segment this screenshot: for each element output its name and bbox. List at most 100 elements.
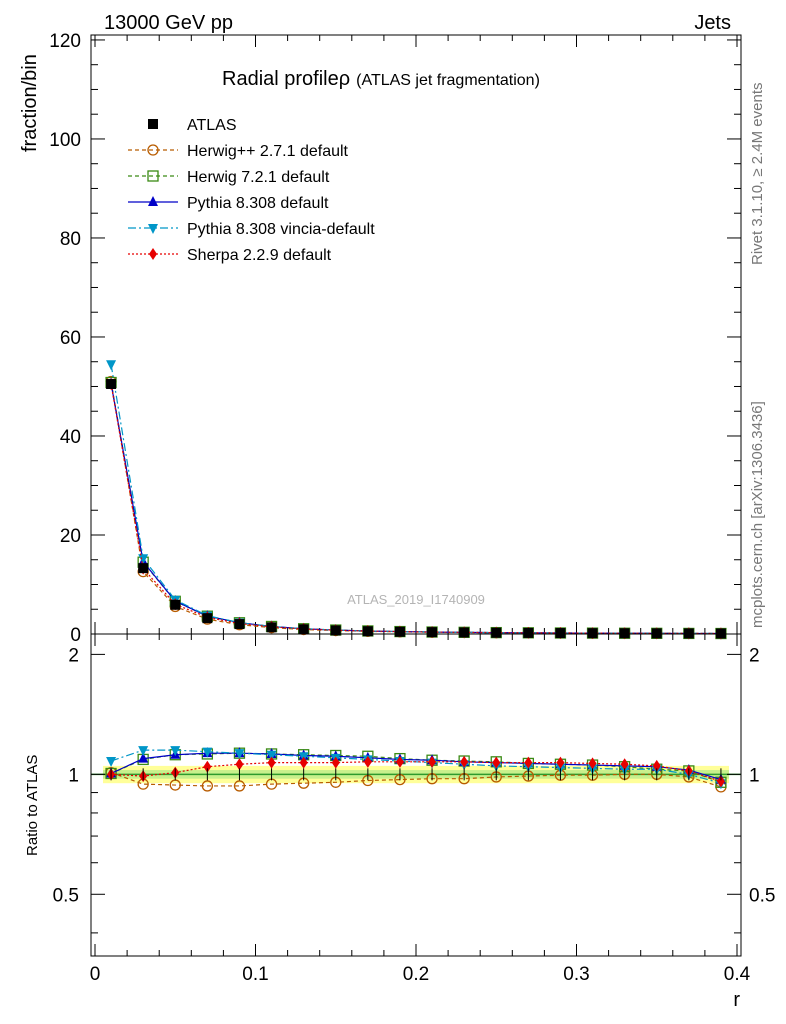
marker-square bbox=[683, 628, 694, 639]
top-y-tick-label: 100 bbox=[49, 130, 81, 151]
marker-square bbox=[587, 628, 598, 639]
marker-diamond bbox=[652, 759, 661, 772]
series-line bbox=[110, 364, 721, 635]
series-pythia-8-308-vincia-default bbox=[106, 360, 726, 790]
legend-label: Sherpa 2.2.9 default bbox=[187, 247, 332, 264]
marker-square bbox=[138, 563, 149, 574]
series-group bbox=[105, 360, 727, 793]
marker-triangle-down bbox=[170, 746, 181, 757]
marker-square bbox=[394, 626, 405, 637]
marker-diamond bbox=[363, 755, 372, 768]
energy-label: 13000 GeV pp bbox=[104, 12, 233, 34]
marker-diamond bbox=[524, 756, 533, 769]
marker-square bbox=[148, 119, 158, 129]
marker-square bbox=[234, 619, 245, 630]
x-tick-label: 0 bbox=[90, 964, 101, 985]
legend-label: Pythia 8.308 vincia-default bbox=[187, 221, 375, 238]
plot-title-main: Radial profile bbox=[222, 68, 339, 90]
marker-diamond bbox=[588, 757, 597, 770]
series-pythia-8-308-default bbox=[106, 377, 726, 784]
x-tick-label: 0.2 bbox=[403, 964, 429, 985]
top-y-tick-label: 120 bbox=[49, 31, 81, 52]
plot-title: Radial profileρ (ATLAS jet fragmentation) bbox=[222, 68, 540, 90]
series-sherpa-2-2-9-default bbox=[107, 378, 725, 788]
legend-entry: Pythia 8.308 vincia-default bbox=[128, 221, 375, 238]
marker-triangle-down bbox=[138, 554, 149, 565]
axes-ticks bbox=[91, 35, 741, 956]
top-y-axis-label: fraction/bin bbox=[19, 54, 41, 152]
analysis-watermark: ATLAS_2019_I1740909 bbox=[347, 592, 485, 607]
marker-diamond bbox=[203, 760, 212, 773]
top-y-tick-label: 0 bbox=[70, 625, 81, 646]
legend-label: Herwig++ 2.7.1 default bbox=[187, 143, 349, 160]
marker-triangle-down bbox=[138, 746, 149, 757]
legend-entry: ATLAS bbox=[148, 117, 237, 134]
marker-diamond bbox=[492, 756, 501, 769]
ratio-line bbox=[110, 752, 722, 781]
marker-diamond bbox=[428, 755, 437, 768]
series-herwig-7-2-1-default bbox=[105, 376, 727, 788]
mcplots-label: mcplots.cern.ch [arXiv:1306.3436] bbox=[749, 401, 766, 628]
marker-square bbox=[106, 379, 117, 390]
process-label: Jets bbox=[694, 12, 731, 34]
legend-label: Pythia 8.308 default bbox=[187, 195, 329, 212]
legend-entry: Herwig++ 2.7.1 default bbox=[128, 143, 349, 160]
top-y-tick-label: 20 bbox=[60, 526, 81, 547]
legend-entry: Pythia 8.308 default bbox=[128, 195, 329, 212]
marker-triangle-up bbox=[138, 752, 149, 763]
marker-square bbox=[427, 627, 438, 638]
marker-circle-open bbox=[233, 780, 246, 792]
marker-square bbox=[298, 624, 309, 635]
top-y-tick-label: 40 bbox=[60, 427, 81, 448]
ratio-uncertainty-band bbox=[91, 765, 741, 784]
x-tick-label: 0.4 bbox=[724, 964, 751, 985]
marker-diamond bbox=[149, 248, 157, 260]
plot-title-symbol: ρ bbox=[339, 68, 350, 90]
marker-diamond bbox=[556, 756, 565, 769]
marker-square bbox=[523, 627, 534, 638]
legend-entry: Herwig 7.2.1 default bbox=[128, 169, 330, 186]
marker-diamond bbox=[299, 756, 308, 769]
marker-square bbox=[459, 627, 470, 638]
legend-label: ATLAS bbox=[187, 117, 237, 134]
marker-square bbox=[651, 628, 662, 639]
marker-square bbox=[715, 628, 726, 639]
marker-diamond bbox=[331, 756, 340, 769]
marker-square-open bbox=[147, 170, 159, 182]
legend-entry: Sherpa 2.2.9 default bbox=[128, 247, 332, 264]
marker-diamond bbox=[460, 755, 469, 768]
marker-triangle-down bbox=[202, 747, 213, 758]
marker-square bbox=[362, 626, 373, 637]
marker-square bbox=[619, 628, 630, 639]
marker-square bbox=[491, 627, 502, 638]
marker-square bbox=[170, 599, 181, 610]
legend-label: Herwig 7.2.1 default bbox=[187, 169, 330, 186]
marker-diamond bbox=[620, 758, 629, 771]
top-y-tick-label: 80 bbox=[60, 229, 81, 250]
x-tick-label: 0.3 bbox=[563, 964, 589, 985]
marker-circle-open bbox=[147, 144, 159, 156]
marker-square bbox=[266, 622, 277, 633]
ratio-y-axis-label: Ratio to ATLAS bbox=[24, 755, 41, 856]
top-y-tick-label: 60 bbox=[60, 328, 81, 349]
marker-triangle-down bbox=[234, 749, 245, 760]
marker-square bbox=[330, 625, 341, 636]
marker-square bbox=[555, 628, 566, 639]
ratio-y-tick-label-right: 1 bbox=[749, 765, 760, 786]
ratio-y-tick-label-right: 0.5 bbox=[749, 885, 775, 906]
x-tick-label: 0.1 bbox=[242, 964, 268, 985]
ratio-y-tick-label-right: 2 bbox=[749, 645, 760, 666]
ratio-line bbox=[111, 761, 722, 782]
series-herwig-2-7-1-default bbox=[105, 375, 727, 793]
marker-triangle-down bbox=[148, 224, 158, 234]
ratio-y-tick-label-left: 2 bbox=[68, 645, 79, 666]
x-axis-label: r bbox=[733, 989, 740, 1011]
marker-triangle-down bbox=[106, 757, 117, 768]
series-atlas bbox=[106, 379, 726, 781]
marker-diamond bbox=[235, 758, 244, 771]
marker-triangle-up bbox=[148, 196, 158, 206]
marker-diamond bbox=[716, 775, 725, 788]
marker-diamond bbox=[267, 756, 276, 769]
marker-diamond bbox=[395, 755, 404, 768]
